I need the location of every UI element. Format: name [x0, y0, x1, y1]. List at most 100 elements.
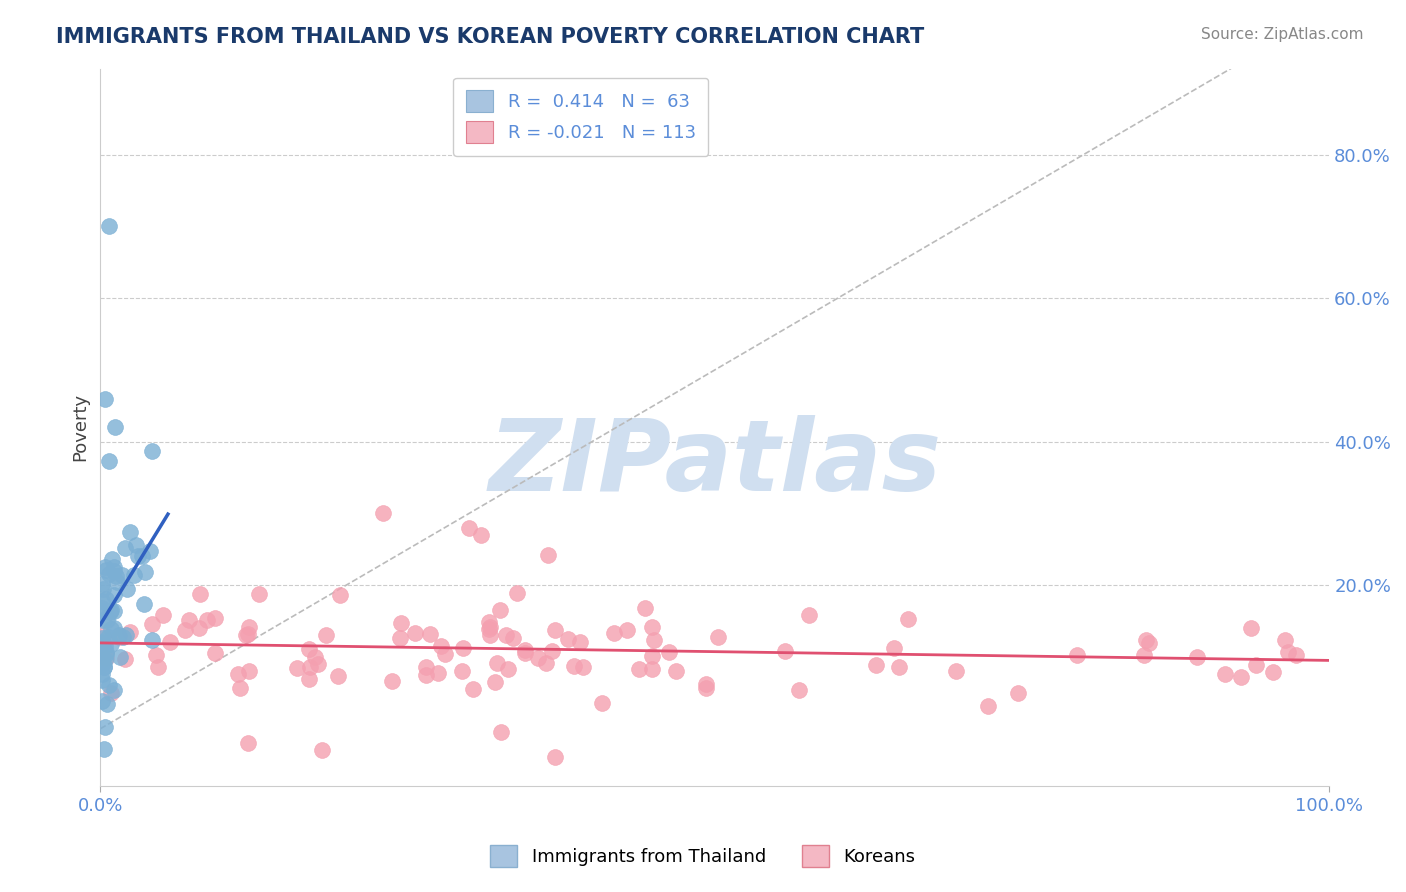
- Point: [1213, 667, 1236, 681]
- Point: [568, 634, 591, 648]
- Point: [544, 623, 567, 637]
- Point: [114, 651, 136, 665]
- Point: [628, 662, 651, 676]
- Point: [90, 601, 112, 615]
- Point: [111, 568, 134, 582]
- Point: [96, 698, 118, 712]
- Point: [107, 628, 129, 642]
- Point: [298, 660, 321, 674]
- Point: [90, 673, 112, 688]
- Point: [1135, 632, 1157, 647]
- Point: [91, 632, 114, 646]
- Point: [97, 219, 120, 234]
- Point: [98, 454, 121, 468]
- Point: [105, 569, 128, 583]
- Point: [773, 644, 796, 658]
- Point: [103, 588, 125, 602]
- Point: [657, 645, 679, 659]
- Point: [1137, 635, 1160, 649]
- Point: [146, 660, 169, 674]
- Point: [90, 594, 112, 608]
- Point: [100, 603, 122, 617]
- Point: [108, 631, 131, 645]
- Point: [122, 567, 145, 582]
- Point: [103, 564, 125, 578]
- Point: [114, 541, 136, 556]
- Point: [100, 622, 122, 636]
- Point: [1240, 621, 1263, 635]
- Point: [787, 683, 810, 698]
- Point: [495, 628, 517, 642]
- Text: IMMIGRANTS FROM THAILAND VS KOREAN POVERTY CORRELATION CHART: IMMIGRANTS FROM THAILAND VS KOREAN POVER…: [56, 27, 925, 46]
- Point: [115, 628, 138, 642]
- Point: [515, 646, 537, 660]
- Point: [97, 678, 120, 692]
- Point: [572, 660, 595, 674]
- Point: [505, 586, 527, 600]
- Point: [1133, 648, 1156, 662]
- Point: [90, 694, 112, 708]
- Point: [173, 623, 195, 637]
- Point: [707, 630, 730, 644]
- Point: [103, 604, 125, 618]
- Point: [496, 662, 519, 676]
- Point: [544, 750, 567, 764]
- Point: [141, 632, 163, 647]
- Point: [108, 650, 131, 665]
- Point: [883, 641, 905, 656]
- Point: [541, 644, 564, 658]
- Point: [695, 681, 717, 695]
- Point: [100, 686, 122, 700]
- Point: [197, 613, 219, 627]
- Point: [478, 622, 501, 636]
- Point: [120, 624, 142, 639]
- Point: [404, 625, 426, 640]
- Point: [641, 620, 664, 634]
- Point: [103, 560, 125, 574]
- Point: [105, 575, 128, 590]
- Point: [94, 592, 117, 607]
- Point: [640, 648, 662, 663]
- Point: [238, 665, 260, 679]
- Point: [616, 623, 638, 637]
- Point: [298, 672, 321, 686]
- Point: [100, 605, 122, 619]
- Point: [204, 611, 226, 625]
- Point: [562, 658, 585, 673]
- Point: [152, 608, 174, 623]
- Point: [134, 565, 156, 579]
- Point: [799, 607, 821, 622]
- Point: [94, 392, 117, 406]
- Point: [329, 589, 352, 603]
- Point: [389, 616, 412, 631]
- Point: [93, 628, 115, 642]
- Point: [389, 631, 412, 645]
- Point: [478, 615, 501, 630]
- Point: [478, 628, 501, 642]
- Point: [236, 736, 259, 750]
- Point: [228, 681, 250, 696]
- Point: [94, 647, 117, 661]
- Point: [93, 660, 115, 674]
- Point: [97, 566, 120, 581]
- Point: [159, 634, 181, 648]
- Point: [470, 528, 492, 542]
- Point: [112, 630, 135, 644]
- Point: [634, 601, 657, 615]
- Point: [94, 639, 117, 653]
- Point: [458, 521, 481, 535]
- Point: [304, 650, 326, 665]
- Point: [415, 667, 437, 681]
- Point: [90, 667, 112, 681]
- Point: [430, 639, 453, 653]
- Point: [127, 549, 149, 563]
- Point: [307, 657, 329, 672]
- Point: [238, 619, 260, 633]
- Point: [419, 626, 441, 640]
- Point: [536, 657, 558, 671]
- Point: [1285, 648, 1308, 662]
- Point: [489, 725, 512, 739]
- Y-axis label: Poverty: Poverty: [72, 393, 89, 461]
- Point: [461, 681, 484, 696]
- Point: [298, 642, 321, 657]
